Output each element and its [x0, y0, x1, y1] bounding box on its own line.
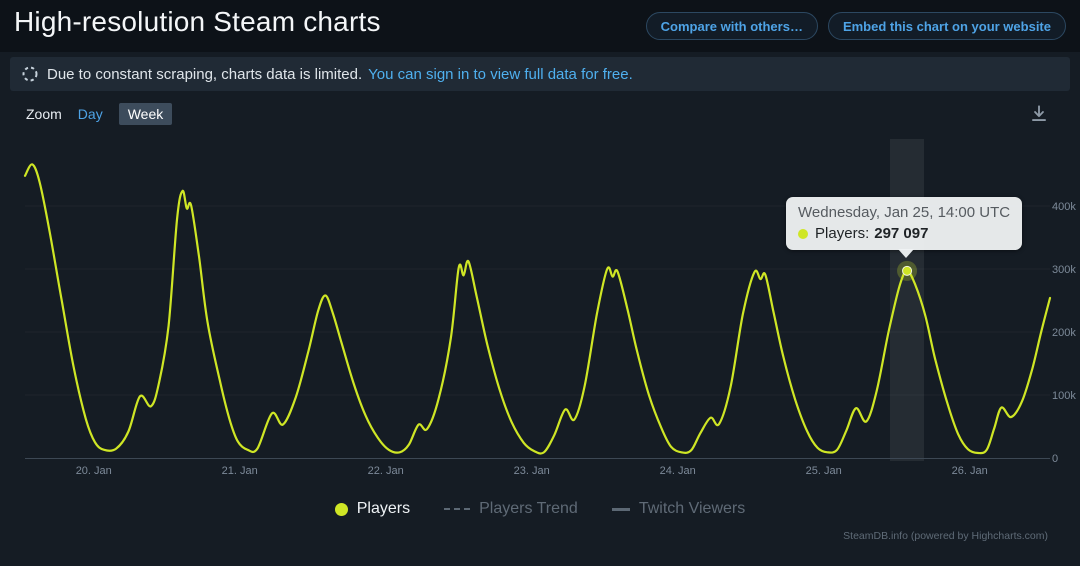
legend-label: Players Trend	[479, 500, 578, 517]
tooltip-datetime: Wednesday, Jan 25, 14:00 UTC	[798, 204, 1011, 221]
x-axis-labels: 20. Jan 21. Jan 22. Jan 23. Jan 24. Jan 25. J…	[76, 465, 988, 477]
sign-in-link[interactable]: You can sign in to view full data for fr…	[368, 65, 633, 83]
chart-legend: Players Players Trend Twitch Viewers	[0, 500, 1080, 518]
players-series-dot-icon	[798, 228, 809, 239]
players-legend-dot-icon	[334, 502, 348, 516]
y-axis-labels: 400k 300k 200k 100k 0	[1052, 201, 1076, 465]
x-axis-label: 23. Jan	[514, 465, 550, 477]
legend-label: Players	[356, 500, 411, 517]
zoom-option-week[interactable]: Week	[118, 103, 173, 125]
players-series-line[interactable]	[23, 163, 1052, 455]
legend-label: Twitch Viewers	[638, 500, 746, 517]
y-axis-label: 100k	[1052, 390, 1076, 402]
page-title: High-resolution Steam charts	[14, 6, 381, 37]
legend-item-players-trend[interactable]: Players Trend	[444, 500, 578, 518]
header-buttons: Compare with others… Embed this chart on…	[645, 12, 1066, 40]
tooltip-value-row: Players: 297 097	[798, 225, 1010, 242]
x-axis-label: 25. Jan	[806, 465, 842, 477]
limited-data-notice: Due to constant scraping, charts data is…	[10, 57, 1070, 91]
notice-text: Due to constant scraping, charts data is…	[47, 65, 363, 83]
download-icon[interactable]	[1028, 103, 1050, 125]
x-axis-label: 26. Jan	[952, 465, 988, 477]
x-axis-label: 24. Jan	[660, 465, 696, 477]
compare-button[interactable]: Compare with others…	[645, 12, 818, 40]
selected-point-marker[interactable]	[902, 265, 913, 276]
dashed-circle-icon	[22, 66, 38, 82]
zoom-option-day[interactable]: Day	[77, 106, 103, 122]
x-axis-label: 22. Jan	[368, 465, 404, 477]
y-axis-label: 300k	[1052, 264, 1076, 276]
y-axis-label: 0	[1052, 453, 1058, 465]
x-axis-label: 20. Jan	[76, 465, 112, 477]
tooltip-series-label: Players:	[815, 225, 870, 242]
dashed-line-icon	[444, 508, 471, 510]
y-axis-label: 200k	[1052, 327, 1076, 339]
solid-line-icon	[611, 507, 630, 511]
y-axis-label: 400k	[1052, 201, 1076, 213]
tooltip-value: 297 097	[874, 225, 929, 242]
chart-credit[interactable]: SteamDB.info (powered by Highcharts.com)	[843, 530, 1048, 542]
embed-button[interactable]: Embed this chart on your website	[827, 12, 1066, 40]
legend-item-twitch-viewers[interactable]: Twitch Viewers	[611, 500, 746, 518]
chart-tooltip: Wednesday, Jan 25, 14:00 UTC Players: 29…	[786, 197, 1023, 258]
legend-item-players[interactable]: Players	[334, 500, 411, 518]
tooltip-callout-arrow	[898, 249, 915, 258]
zoom-toolbar: Zoom Day Week	[26, 103, 173, 125]
zoom-label: Zoom	[26, 106, 62, 122]
page-header: High-resolution Steam charts Compare wit…	[0, 0, 1080, 52]
x-axis-label: 21. Jan	[222, 465, 258, 477]
